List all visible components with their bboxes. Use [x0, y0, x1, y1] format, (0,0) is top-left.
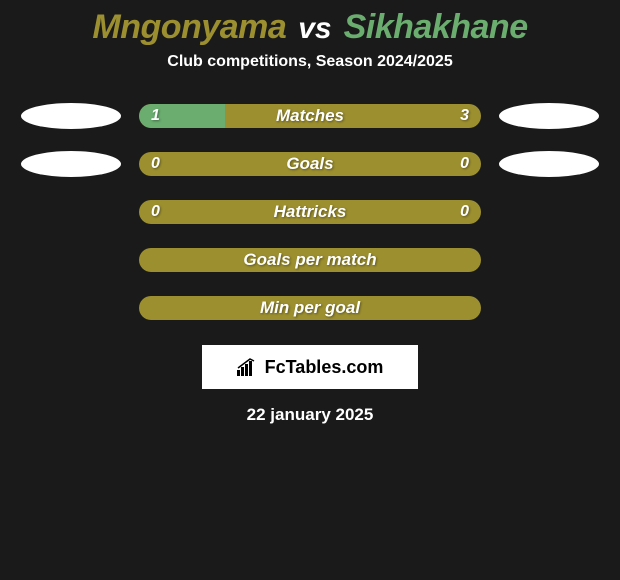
stat-row: 1 Matches 3 [0, 103, 620, 129]
stat-label: Min per goal [260, 298, 360, 318]
stat-bar: Min per goal [139, 296, 481, 320]
stat-row: 0 Hattricks 0 [0, 199, 620, 225]
left-pill-slot [21, 295, 121, 321]
stat-row: Goals per match [0, 247, 620, 273]
right-pill-slot [499, 103, 599, 129]
stat-left-value: 1 [151, 107, 160, 125]
stat-label: Matches [276, 106, 344, 126]
stat-label: Goals [286, 154, 333, 174]
title-row: Mngonyama vs Sikhakhane [92, 8, 527, 47]
right-pill [499, 151, 599, 177]
stat-right-value: 0 [460, 203, 469, 221]
stat-bar: Goals per match [139, 248, 481, 272]
stat-rows: 1 Matches 3 0 Goals 0 0 Hattricks 0 Goals per mat… [0, 103, 620, 321]
right-pill-slot [499, 199, 599, 225]
stat-bar: 0 Hattricks 0 [139, 200, 481, 224]
right-pill-slot [499, 295, 599, 321]
subtitle: Club competitions, Season 2024/2025 [167, 53, 452, 71]
stat-label: Hattricks [274, 202, 347, 222]
brand-text: FcTables.com [265, 357, 384, 378]
title-vs: vs [298, 12, 331, 46]
chart-icon [237, 358, 259, 376]
stat-row: 0 Goals 0 [0, 151, 620, 177]
left-pill-slot [21, 247, 121, 273]
player2-name: Sikhakhane [344, 8, 528, 47]
brand-badge: FcTables.com [202, 345, 418, 389]
stat-bar: 0 Goals 0 [139, 152, 481, 176]
left-pill-slot [21, 199, 121, 225]
left-pill-slot [21, 151, 121, 177]
stat-right-value: 0 [460, 155, 469, 173]
left-pill [21, 103, 121, 129]
stat-bar: 1 Matches 3 [139, 104, 481, 128]
comparison-infographic: Mngonyama vs Sikhakhane Club competition… [0, 0, 620, 425]
left-pill-slot [21, 103, 121, 129]
right-pill-slot [499, 247, 599, 273]
right-pill-slot [499, 151, 599, 177]
stat-left-value: 0 [151, 155, 160, 173]
stat-left-value: 0 [151, 203, 160, 221]
player1-name: Mngonyama [92, 8, 286, 47]
stat-label: Goals per match [243, 250, 376, 270]
left-pill [21, 151, 121, 177]
stat-right-value: 3 [460, 107, 469, 125]
stat-row: Min per goal [0, 295, 620, 321]
right-pill [499, 103, 599, 129]
date-text: 22 january 2025 [247, 405, 374, 425]
